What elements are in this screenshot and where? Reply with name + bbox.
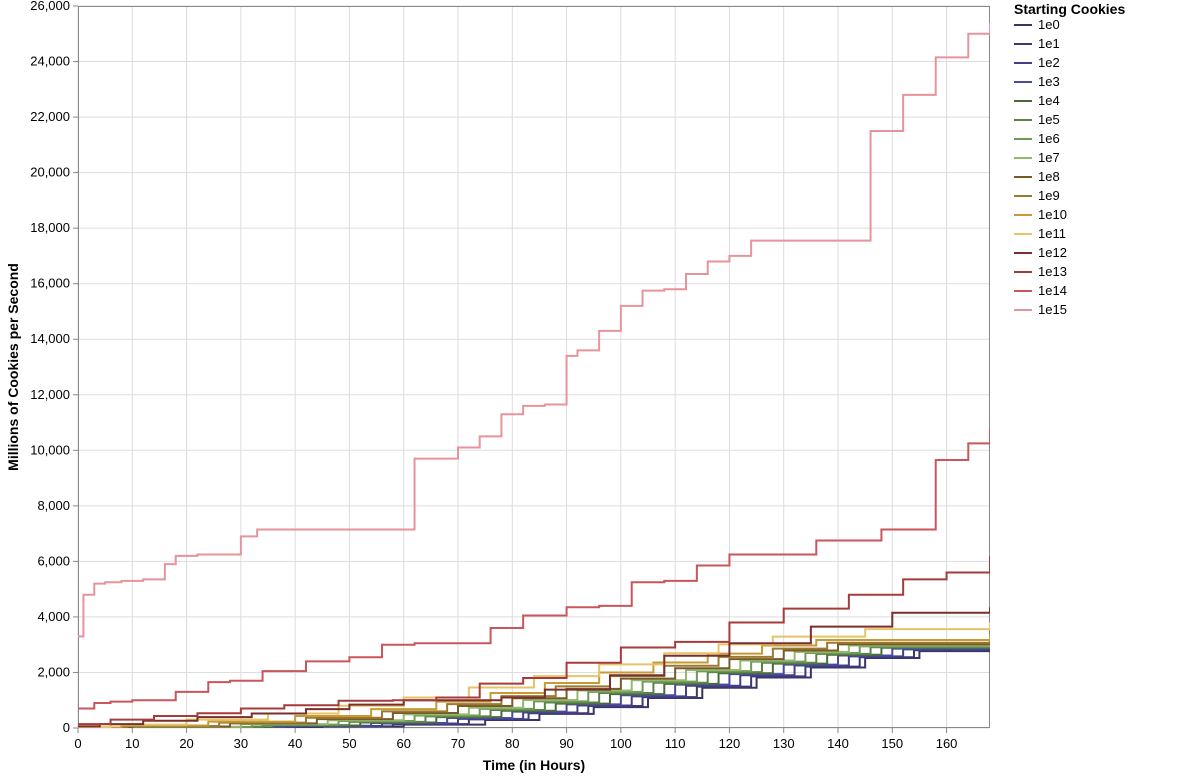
legend-swatch xyxy=(1014,62,1032,64)
legend-label: 1e13 xyxy=(1038,264,1067,279)
legend-swatch xyxy=(1014,271,1032,273)
legend-swatch xyxy=(1014,157,1032,159)
legend-swatch xyxy=(1014,195,1032,197)
legend-label: 1e2 xyxy=(1038,55,1060,70)
y-tick-label: 6,000 xyxy=(37,553,70,568)
x-tick-label: 20 xyxy=(179,736,193,751)
legend-label: 1e1 xyxy=(1038,36,1060,51)
y-tick-label: 18,000 xyxy=(30,220,70,235)
legend-label: 1e6 xyxy=(1038,131,1060,146)
legend-label: 1e9 xyxy=(1038,188,1060,203)
x-tick-label: 140 xyxy=(827,736,849,751)
y-tick-label: 0 xyxy=(63,720,70,735)
legend-label: 1e12 xyxy=(1038,245,1067,260)
legend-label: 1e10 xyxy=(1038,207,1067,222)
y-axis-title: Millions of Cookies per Second xyxy=(5,263,21,471)
x-tick-label: 150 xyxy=(881,736,903,751)
legend-swatch xyxy=(1014,24,1032,26)
chart-svg: 0 10 20 30 40 50 60 70 80 90 100 110 120 130 140 150 160… xyxy=(0,0,1200,776)
legend-label: 1e8 xyxy=(1038,169,1060,184)
x-tick-label: 0 xyxy=(74,736,81,751)
legend-label: 1e15 xyxy=(1038,302,1067,317)
x-tick-label: 120 xyxy=(719,736,741,751)
legend-label: 1e0 xyxy=(1038,17,1060,32)
series-line xyxy=(78,23,990,637)
legend-swatch xyxy=(1014,176,1032,178)
x-axis-title: Time (in Hours) xyxy=(483,757,585,773)
series-group xyxy=(78,23,990,728)
legend-swatch xyxy=(1014,214,1032,216)
legend-title: Starting Cookies xyxy=(1014,1,1125,17)
y-tick-label: 14,000 xyxy=(30,331,70,346)
x-tick-label: 110 xyxy=(665,736,686,751)
legend-swatch xyxy=(1014,290,1032,292)
x-tick-label: 130 xyxy=(773,736,795,751)
legend-label: 1e3 xyxy=(1038,74,1060,89)
x-tick-label: 30 xyxy=(234,736,248,751)
legend-swatch xyxy=(1014,81,1032,83)
plot-border xyxy=(79,7,990,728)
legend: Starting Cookies1e0 1e1 1e2 1e3 1e4 1e5 1e6 1e7… xyxy=(1014,1,1125,317)
legend-swatch xyxy=(1014,252,1032,254)
y-tick-label: 12,000 xyxy=(30,387,70,402)
legend-label: 1e11 xyxy=(1038,226,1066,241)
x-tick-label: 40 xyxy=(288,736,302,751)
chart-container: 0 10 20 30 40 50 60 70 80 90 100 110 120 130 140 150 160… xyxy=(0,0,1200,776)
y-tick-label: 10,000 xyxy=(30,442,70,457)
x-tick-label: 70 xyxy=(451,736,465,751)
legend-swatch xyxy=(1014,233,1032,235)
y-tick-label: 22,000 xyxy=(30,109,70,124)
x-tick-label: 100 xyxy=(610,736,632,751)
y-tick-label: 8,000 xyxy=(37,498,70,513)
legend-swatch xyxy=(1014,43,1032,45)
x-tick-label: 160 xyxy=(936,736,958,751)
y-tick-label: 20,000 xyxy=(30,165,70,180)
y-tick-label: 24,000 xyxy=(30,54,70,69)
x-tick-label: 50 xyxy=(342,736,356,751)
legend-swatch xyxy=(1014,138,1032,140)
x-tick-label: 90 xyxy=(559,736,573,751)
x-tick-label: 80 xyxy=(505,736,519,751)
axes: 0 10 20 30 40 50 60 70 80 90 100 110 120 130 140 150 160… xyxy=(30,0,957,751)
legend-label: 1e4 xyxy=(1038,93,1060,108)
legend-swatch xyxy=(1014,309,1032,311)
legend-swatch xyxy=(1014,100,1032,102)
legend-swatch xyxy=(1014,119,1032,121)
y-tick-label: 4,000 xyxy=(37,609,70,624)
legend-label: 1e7 xyxy=(1038,150,1060,165)
legend-label: 1e5 xyxy=(1038,112,1060,127)
y-tick-label: 16,000 xyxy=(30,276,70,291)
grid xyxy=(78,6,990,728)
y-tick-label: 2,000 xyxy=(37,664,70,679)
x-tick-label: 10 xyxy=(125,736,139,751)
y-tick-label: 26,000 xyxy=(30,0,70,13)
x-tick-label: 60 xyxy=(396,736,410,751)
legend-label: 1e14 xyxy=(1038,283,1067,298)
